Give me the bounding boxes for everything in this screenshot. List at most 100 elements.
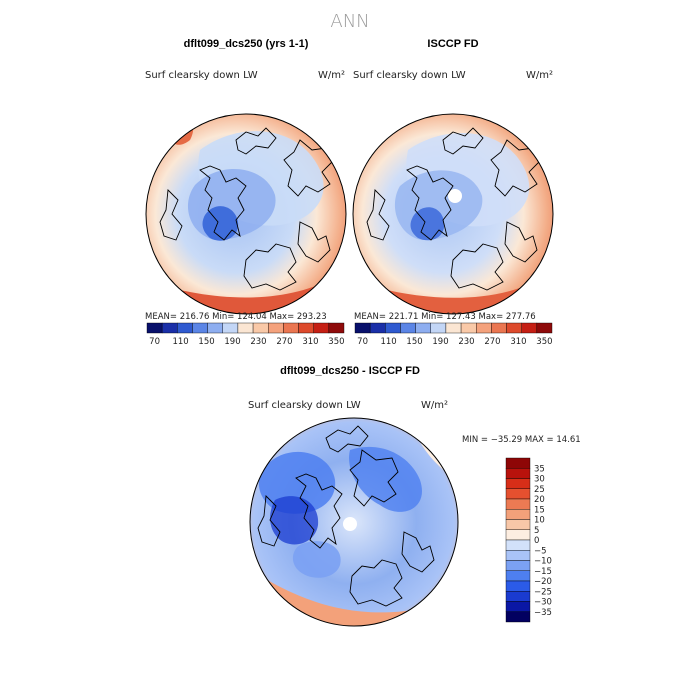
colorbar-model-tick-label: 190: [224, 337, 240, 347]
colorbar-diff-tick-label: 5: [534, 526, 539, 536]
colorbar-model-swatch: [283, 322, 299, 334]
map-model: [146, 114, 346, 314]
colorbar-diff-swatch: [505, 570, 531, 582]
colorbar-model-tick-label: 70: [149, 337, 160, 347]
colorbar-diff-swatch: [505, 498, 531, 510]
colorbar-obs-swatch: [385, 322, 401, 334]
colorbar-diff-swatch: [505, 539, 531, 551]
panel-obs: ISCCP FD Surf clearsky down LW W/m² MEAN…: [352, 38, 554, 347]
colorbar-model-swatch: [161, 322, 178, 334]
colorbar-diff-tick-label: −20: [534, 577, 552, 587]
colorbar-diff-swatch: [505, 519, 531, 530]
colorbar-model-tick-label: 150: [198, 337, 214, 347]
colorbar-model-swatch: [146, 322, 163, 334]
colorbar-diff-tick-label: 15: [534, 505, 545, 515]
colorbar-diff-swatch: [505, 611, 531, 623]
colorbar-diff-swatch: [505, 478, 531, 489]
map-model-border: [145, 113, 347, 315]
colorbar-diff-tick-label: 30: [534, 475, 545, 485]
colorbar-obs-swatch: [491, 322, 507, 334]
colorbar-diff-tick-label: −35: [534, 608, 552, 618]
colorbar-obs-tick-label: 270: [484, 337, 500, 347]
colorbar-model-swatch: [298, 322, 314, 334]
colorbar-obs-swatch: [506, 322, 522, 334]
panel-model-units: W/m²: [318, 70, 345, 81]
panel-model-stats: MEAN= 216.76 Min= 124.04 Max= 293.23: [145, 312, 327, 322]
panel-model-variable: Surf clearsky down LW: [145, 70, 258, 81]
colorbar-model-swatch: [207, 322, 223, 334]
colorbar-obs-swatch: [536, 322, 553, 334]
colorbar-diff-tick-label: 25: [534, 485, 545, 495]
panel-obs-units: W/m²: [526, 70, 553, 81]
colorbar-obs-swatch: [521, 322, 538, 334]
colorbar-diff-tick-label: −15: [534, 567, 552, 577]
colorbar-diff-swatch: [505, 560, 531, 571]
colorbar-diff-swatch: [505, 550, 531, 561]
panel-diff-stats: MIN = −35.29 MAX = 14.61: [462, 435, 581, 445]
colorbar-model-swatch: [222, 322, 239, 334]
panel-obs-variable: Surf clearsky down LW: [353, 70, 466, 81]
colorbar-obs-swatch: [415, 322, 431, 334]
colorbar-diff-tick-label: −5: [534, 546, 547, 556]
colorbar-diff-swatch: [505, 529, 531, 541]
colorbar-obs-swatch: [476, 322, 492, 334]
colorbar-diff-swatch: [505, 468, 531, 479]
colorbar-obs-swatch: [445, 322, 462, 334]
colorbar-diff-tick-label: −10: [534, 557, 552, 567]
colorbar-diff-tick-label: −30: [534, 598, 552, 608]
colorbar-diff-swatch: [505, 580, 531, 592]
colorbar-obs-swatch: [430, 322, 447, 334]
colorbar-model-swatch: [268, 322, 284, 334]
colorbar-obs-tick-label: 150: [406, 337, 422, 347]
colorbar-model-tick-label: 350: [328, 337, 344, 347]
colorbar-obs-tick-label: 70: [357, 337, 368, 347]
figure-title: ANN: [330, 11, 369, 32]
colorbar-model-tick-label: 270: [276, 337, 292, 347]
colorbar-obs-swatch: [354, 322, 371, 334]
coastlines-diff: [257, 425, 435, 607]
colorbar-obs-tick-label: 310: [510, 337, 526, 347]
colorbar-obs-swatch: [400, 322, 416, 334]
panel-diff-variable: Surf clearsky down LW: [248, 400, 361, 411]
colorbar-model-swatch: [177, 322, 193, 334]
colorbar-model-swatch: [313, 322, 330, 334]
colorbar-model-tick-label: 310: [302, 337, 318, 347]
colorbar-diff-swatch: [505, 457, 531, 469]
colorbar-obs-tick-label: 110: [380, 337, 396, 347]
colorbar-diff-swatch: [505, 488, 531, 500]
colorbar-obs-tick-label: 230: [458, 337, 474, 347]
colorbar-model-swatch: [328, 322, 345, 334]
colorbar-obs-swatch: [460, 322, 477, 334]
map-diff-border: [249, 417, 459, 627]
colorbar-diff-tick-label: 10: [534, 516, 545, 526]
colorbar-model-tick-label: 230: [250, 337, 266, 347]
map-diff: [250, 418, 458, 626]
panel-diff: dflt099_dcs250 - ISCCP FD Surf clearsky …: [248, 365, 581, 627]
colorbar-obs-tick-label: 350: [536, 337, 552, 347]
colorbar-diff-tick-label: 20: [534, 495, 545, 505]
map-obs-border: [352, 113, 554, 315]
colorbar-model-swatch: [192, 322, 208, 334]
colorbar-obs-tick-label: 190: [432, 337, 448, 347]
panel-obs-header: ISCCP FD: [427, 38, 478, 50]
panel-obs-stats: MEAN= 221.71 Min= 127.43 Max= 277.76: [354, 312, 536, 322]
colorbar-diff-swatch: [505, 591, 531, 602]
map-obs: [353, 114, 553, 314]
coastlines-obs: [366, 127, 540, 291]
colorbar-obs: 70 110 150 190 230 270 310 350: [354, 322, 553, 347]
colorbar-diff-swatch: [505, 509, 531, 520]
colorbar-model-tick-label: 110: [172, 337, 188, 347]
colorbar-model-swatch: [237, 322, 254, 334]
colorbar-diff-tick-label: 0: [534, 536, 539, 546]
colorbar-obs-swatch: [369, 322, 386, 334]
colorbar-diff-tick-label: −25: [534, 587, 552, 597]
colorbar-model: 70 110 150 190 230 270 310 350: [146, 322, 345, 347]
panel-model-header: dflt099_dcs250 (yrs 1-1): [184, 38, 309, 50]
colorbar-diff-swatch: [505, 601, 531, 612]
panel-diff-header: dflt099_dcs250 - ISCCP FD: [280, 365, 420, 377]
colorbar-model-swatch: [252, 322, 269, 334]
panel-model: dflt099_dcs250 (yrs 1-1) Surf clearsky d…: [145, 38, 347, 347]
panel-diff-units: W/m²: [421, 400, 448, 411]
